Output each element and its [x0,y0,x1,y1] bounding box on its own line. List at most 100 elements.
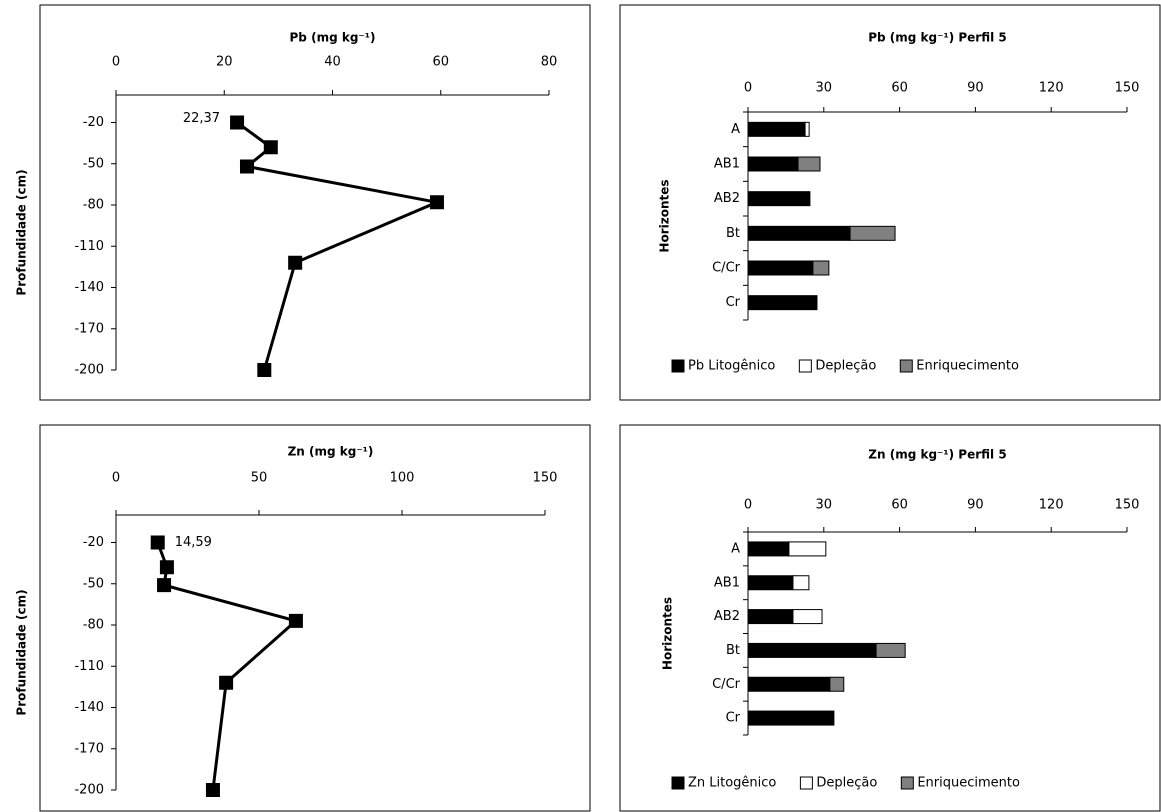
x-tick-label: 50 [251,471,268,486]
category-label: C/Cr [712,677,741,692]
bar-segment [747,541,790,557]
data-line [236,121,443,371]
y-axis-label: Profundidade (cm) [15,589,29,715]
bar-segment [812,260,830,276]
point-marker [159,560,174,575]
legend-swatch [798,359,812,373]
bar-segment [747,260,814,276]
x-tick-label: 100 [390,471,415,486]
x-tick-label: 40 [324,55,341,70]
y-axis-label: Horizontes [658,179,672,252]
x-tick-label: 20 [216,55,233,70]
chart-title: Pb (mg kg⁻¹) Perfil 5 [868,31,1007,45]
chart-title: Zn (mg kg⁻¹) Perfil 5 [868,448,1006,462]
chart-title: Zn (mg kg⁻¹) [288,445,374,459]
point-marker [288,255,303,270]
x-tick-label: 120 [1039,498,1064,513]
point-marker [150,535,165,550]
legend-label: Enriquecimento [916,359,1019,374]
bar-segment [792,609,823,625]
x-tick-label: 80 [541,55,558,70]
x-tick-label: 150 [1115,81,1140,96]
x-tick-label: 0 [112,471,120,486]
bar-segment [747,295,818,311]
point-marker [263,140,278,155]
legend-label: Pb Litogênico [688,359,775,374]
bar-segment [792,575,810,591]
x-tick-label: 30 [816,498,833,513]
chart-title: Pb (mg kg⁻¹) [290,31,376,45]
legend-swatch [671,359,685,373]
panel-frame [39,4,591,401]
y-axis-label: Horizontes [661,597,675,670]
point-marker [157,578,172,593]
point-marker [219,675,234,690]
y-tick-label: -110 [74,659,104,674]
bar-segment [747,642,877,658]
bar-segment [747,575,794,591]
legend-label: Zn Litogênico [688,776,776,791]
legend-label: Depleção [816,776,877,791]
legend-label: Depleção [815,359,876,374]
x-tick-label: 0 [744,498,752,513]
point-marker [205,783,220,797]
y-tick-label: -110 [74,239,104,254]
bar-segment [829,676,845,692]
bar-segment [747,156,799,172]
y-tick-label: -140 [74,280,104,295]
y-tick-label: -50 [83,576,104,591]
category-label: Bt [726,643,740,658]
x-tick-label: 90 [967,81,984,96]
category-label: C/Cr [712,261,741,276]
point-marker [429,195,444,210]
legend-swatch [799,776,813,790]
category-label: AB2 [714,609,740,624]
legend-label: Enriquecimento [917,776,1020,791]
panel-frame [619,4,1161,401]
bar-segment [747,676,831,692]
bar-segment [804,121,810,137]
x-tick-label: 0 [744,81,752,96]
x-tick-label: 30 [816,81,833,96]
legend-swatch [900,776,914,790]
bar-segment [747,191,811,207]
point-marker [257,363,272,377]
data-line [156,541,299,791]
bar-segment [747,710,835,726]
category-label: Cr [726,711,741,726]
data-label: 22,37 [183,111,220,126]
bar-segment [747,225,851,241]
panel-frame [39,424,591,812]
category-label: AB1 [714,575,740,590]
y-tick-label: -80 [83,618,104,633]
data-label: 14,59 [175,535,212,550]
category-label: AB1 [714,157,740,172]
y-tick-label: -170 [74,321,104,336]
bar-segment [747,609,794,625]
y-tick-label: -170 [74,741,104,756]
bar-segment [875,642,906,658]
y-tick-label: -200 [74,363,104,378]
x-tick-label: 60 [432,55,449,70]
legend-swatch [899,359,913,373]
point-marker [288,613,303,628]
category-label: A [731,541,740,556]
y-tick-label: -140 [74,700,104,715]
x-tick-label: 150 [533,471,558,486]
category-label: A [731,122,740,137]
legend-swatch [671,776,685,790]
point-marker [230,115,245,130]
bar-segment [797,156,821,172]
point-marker [239,159,254,174]
bar-segment [788,541,827,557]
y-tick-label: -20 [83,115,104,130]
bar-segment [849,225,896,241]
bar-segment [747,121,806,137]
category-label: Bt [726,226,740,241]
y-tick-label: -80 [83,198,104,213]
category-label: AB2 [714,191,740,206]
y-tick-label: -50 [83,156,104,171]
category-label: Cr [726,295,741,310]
x-tick-label: 60 [891,498,908,513]
